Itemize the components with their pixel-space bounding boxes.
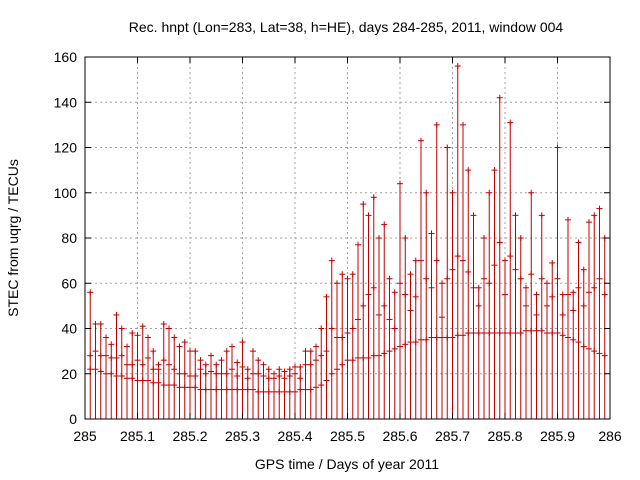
chart-title: Rec. hnpt (Lon=283, Lat=38, h=HE), days … <box>129 19 564 35</box>
x-tick-label: 285.6 <box>382 428 417 444</box>
x-tick-label: 285.4 <box>277 428 312 444</box>
x-tick-label: 285.7 <box>435 428 470 444</box>
x-tick-label: 285.8 <box>487 428 522 444</box>
data-layer <box>87 63 608 419</box>
y-axis-title: STEC from uqrg / TECUs <box>5 159 21 317</box>
tick-layer: 0 20 40 60 80 100 120 140 160 285 285.1 285.2 285.3 2… <box>54 49 622 444</box>
y-tick-label: 60 <box>61 275 77 291</box>
y-tick-label: 20 <box>61 366 77 382</box>
x-axis-title: GPS time / Days of year 2011 <box>255 456 439 472</box>
y-tick-label: 0 <box>69 411 77 427</box>
x-tick-label: 285.1 <box>120 428 155 444</box>
x-tick-label: 285 <box>73 428 97 444</box>
x-tick-label: 285.9 <box>540 428 575 444</box>
y-tick-label: 160 <box>54 49 78 65</box>
y-tick-label: 100 <box>54 185 78 201</box>
y-tick-label: 120 <box>54 140 78 156</box>
y-tick-label: 140 <box>54 94 78 110</box>
x-tick-label: 285.3 <box>225 428 260 444</box>
x-tick-label: 285.5 <box>330 428 365 444</box>
y-tick-label: 80 <box>61 230 77 246</box>
x-tick-label: 286 <box>598 428 622 444</box>
y-tick-label: 40 <box>61 321 77 337</box>
x-tick-label: 285.2 <box>172 428 207 444</box>
